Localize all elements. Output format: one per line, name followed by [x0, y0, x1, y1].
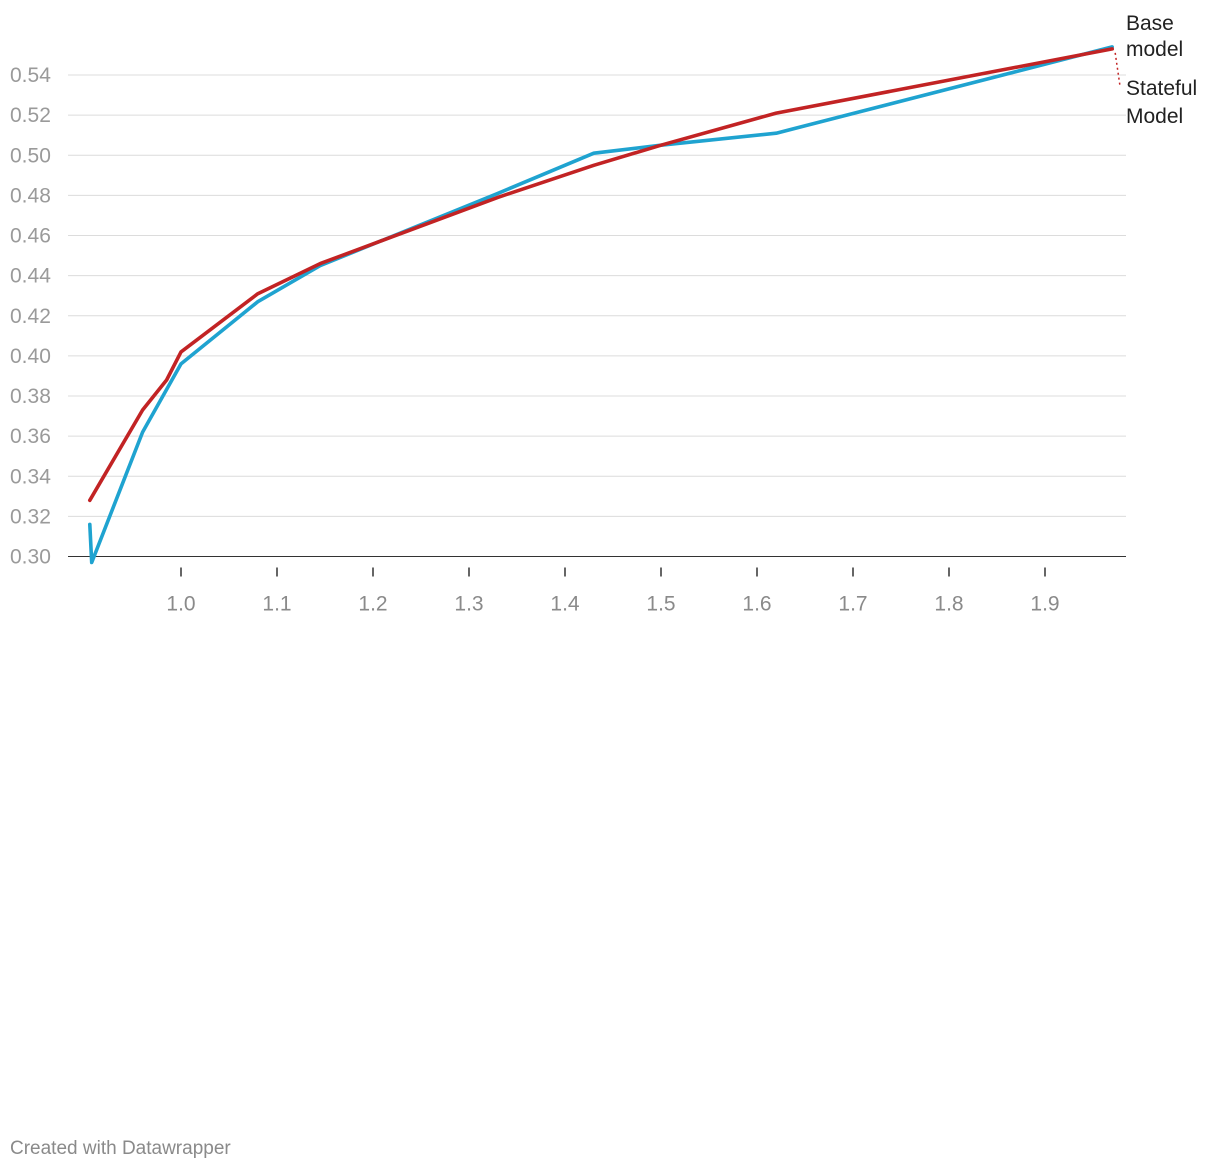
- y-axis: 0.30 0.32 0.34 0.36 0.38 0.40 0.42 0.44 0.46 0.48…: [10, 64, 51, 569]
- x-tick-label: 1.2: [358, 593, 387, 616]
- x-tick-label: 1.7: [838, 593, 867, 616]
- y-tick-label: 0.46: [10, 225, 51, 248]
- series-line-base-model: [88, 45, 1114, 565]
- y-tick-label: 0.44: [10, 265, 51, 288]
- y-tick-label: 0.54: [10, 64, 51, 87]
- x-tick-label: 1.4: [550, 593, 580, 616]
- x-tick-label: 1.3: [454, 593, 483, 616]
- x-axis: 1.0 1.1 1.2 1.3 1.4 1.5 1.6 1.7 1.8 1.9: [166, 567, 1060, 616]
- y-tick-label: 0.32: [10, 505, 51, 528]
- y-tick-label: 0.52: [10, 104, 51, 127]
- x-tick-label: 1.5: [646, 593, 675, 616]
- x-tick-label: 1.1: [262, 593, 291, 616]
- x-tick-label: 1.9: [1030, 593, 1059, 616]
- datawrapper-credit: Created with Datawrapper: [10, 1138, 231, 1159]
- y-tick-label: 0.30: [10, 546, 51, 569]
- series-label-stateful-model: Stateful Model: [1126, 77, 1197, 128]
- series-lines: [88, 45, 1114, 565]
- x-tick-label: 1.0: [166, 593, 195, 616]
- y-tick-label: 0.42: [10, 305, 51, 328]
- y-tick-label: 0.40: [10, 345, 51, 368]
- x-tick-label: 1.8: [934, 593, 963, 616]
- series-labels: Base model Stateful Model: [1114, 12, 1197, 128]
- stateful-label-connector: [1114, 52, 1121, 87]
- series-line-stateful-model: [88, 47, 1114, 503]
- y-tick-label: 0.38: [10, 385, 51, 408]
- y-tick-label: 0.50: [10, 144, 51, 167]
- series-label-base-model: Base model: [1126, 12, 1183, 61]
- x-tick-label: 1.6: [742, 593, 771, 616]
- gridlines: [68, 74, 1126, 557]
- y-tick-label: 0.36: [10, 425, 51, 448]
- y-tick-label: 0.34: [10, 465, 51, 488]
- y-tick-label: 0.48: [10, 184, 51, 207]
